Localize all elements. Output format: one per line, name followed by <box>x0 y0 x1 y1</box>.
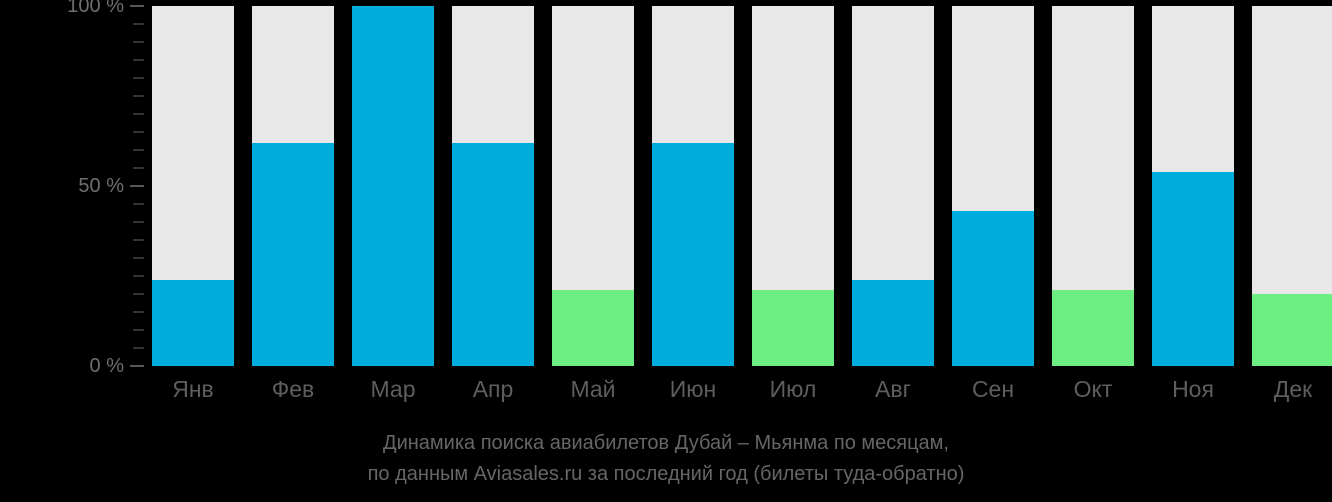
y-axis-tick-mark <box>133 167 144 169</box>
y-axis-tick-mark <box>130 365 144 367</box>
bar-fill[interactable] <box>1052 290 1134 366</box>
y-axis: 100 % 50 % 0 % <box>0 0 152 376</box>
y-axis-tick-mark <box>133 77 144 79</box>
x-axis-label: Мар <box>370 376 416 402</box>
bar-column[interactable] <box>1152 0 1234 366</box>
y-axis-tick-mark <box>133 221 144 223</box>
x-axis-label: Дек <box>1273 376 1313 402</box>
bar-column[interactable] <box>952 0 1034 366</box>
y-axis-tick-mark <box>133 59 144 61</box>
y-axis-tick-label: 0 % <box>89 355 124 377</box>
y-axis-tick-mark <box>133 95 144 97</box>
bar-column[interactable] <box>552 0 634 366</box>
chart-caption: Динамика поиска авиабилетов Дубай – Мьян… <box>0 428 1332 490</box>
y-axis-tick-mark <box>133 257 144 259</box>
x-axis-label: Янв <box>172 376 214 402</box>
bar-column[interactable] <box>452 0 534 366</box>
y-axis-tick-mark <box>133 239 144 241</box>
bar-fill[interactable] <box>652 142 734 366</box>
bar-fill[interactable] <box>1152 171 1234 366</box>
x-axis-label: Июл <box>769 376 817 402</box>
bar-fill[interactable] <box>152 279 234 366</box>
caption-line-2: по данным Aviasales.ru за последний год … <box>367 463 965 485</box>
x-axis-label: Июн <box>669 376 717 402</box>
y-axis-tick-mark <box>130 5 144 7</box>
bar-column[interactable] <box>1252 0 1332 366</box>
bar-fill[interactable] <box>952 211 1034 366</box>
bar-fill[interactable] <box>452 142 534 366</box>
bar-fill[interactable] <box>752 290 834 366</box>
y-axis-tick-mark <box>133 311 144 313</box>
y-axis-tick-mark <box>133 275 144 277</box>
bar-fill[interactable] <box>552 290 634 366</box>
y-axis-tick-mark <box>133 347 144 349</box>
x-axis-label: Апр <box>472 376 514 402</box>
plot-area <box>152 0 1332 366</box>
x-axis-label: Сен <box>971 376 1015 402</box>
y-axis-tick-mark <box>133 113 144 115</box>
x-axis-label: Авг <box>875 376 911 402</box>
x-axis-label: Май <box>570 376 616 402</box>
x-axis-label: Фев <box>271 376 315 402</box>
y-axis-tick-label: 50 % <box>78 175 124 197</box>
y-axis-tick-label: 100 % <box>67 0 124 17</box>
bar-fill[interactable] <box>252 142 334 366</box>
y-axis-tick-mark <box>133 149 144 151</box>
bar-column[interactable] <box>1052 0 1134 366</box>
y-axis-tick-mark <box>133 329 144 331</box>
bar-column[interactable] <box>852 0 934 366</box>
x-axis-label: Ноя <box>1172 376 1214 402</box>
bar-column[interactable] <box>652 0 734 366</box>
bar-fill[interactable] <box>852 279 934 366</box>
y-axis-tick-mark <box>133 293 144 295</box>
caption-line-1: Динамика поиска авиабилетов Дубай – Мьян… <box>383 432 949 454</box>
bar-column[interactable] <box>352 0 434 366</box>
y-axis-tick-mark <box>130 185 144 187</box>
x-axis-label: Окт <box>1073 376 1113 402</box>
bar-fill[interactable] <box>1252 294 1332 366</box>
y-axis-tick-mark <box>133 131 144 133</box>
x-axis: Янв Фев Мар Апр Май Июн Июл Авг Сен Окт Ноя Дек <box>152 372 1332 416</box>
y-axis-tick-mark <box>133 203 144 205</box>
bar-fill[interactable] <box>352 6 434 366</box>
bar-column[interactable] <box>152 0 234 366</box>
y-axis-tick-mark <box>133 41 144 43</box>
y-axis-tick-mark <box>133 23 144 25</box>
bar-column[interactable] <box>252 0 334 366</box>
bar-column[interactable] <box>752 0 834 366</box>
